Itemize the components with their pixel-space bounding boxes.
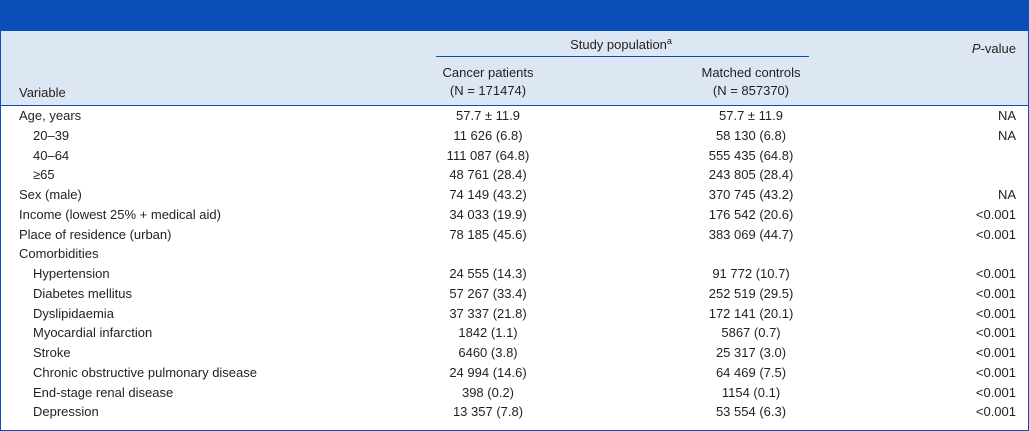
cancer-cell: 78 185 (45.6) [449,226,527,242]
controls-cell: 1154 (0.1) [721,384,781,400]
sub-row-label: Chronic obstructive pulmonary disease [33,364,257,380]
cancer-cell: 34 033 (19.9) [449,206,527,222]
cancer-cell: 48 761 (28.4) [449,167,527,183]
variable-header: Variable [19,85,66,100]
row-label: Place of residence (urban) [19,226,172,242]
sub-row-label: Myocardial infarction [33,325,153,341]
p-value-cell: <0.001 [975,325,1016,341]
controls-cell: 555 435 (64.8) [708,147,794,163]
controls-cell: 176 542 (20.6) [708,206,794,222]
group-rule [436,56,809,57]
p-value-cell: <0.001 [975,364,1016,380]
controls-cell: 53 554 (6.3) [715,404,787,420]
column-header: Matched controls [701,65,801,80]
row-label: Sex (male) [19,187,82,202]
controls-cell: 5867 (0.7) [721,325,781,341]
cancer-cell: 1842 (1.1) [458,325,518,341]
sub-row-label: Depression [33,404,99,420]
controls-cell: 243 805 (28.4) [708,167,794,183]
controls-cell: 370 745 (43.2) [708,187,794,202]
title-bar [1,1,1028,31]
sub-row-label: 40–64 [33,147,70,163]
p-value-cell: <0.001 [975,305,1016,321]
cancer-cell: 6460 (3.8) [458,345,518,360]
row-label: Comorbidities [19,246,99,262]
p-value-cell: <0.001 [975,206,1016,222]
column-header: Cancer patients [442,65,534,80]
p-letter: P [971,41,981,56]
p-value-header: P-value [972,41,1016,57]
footnote-mark: a [666,36,672,46]
p-value-cell: <0.001 [975,226,1016,242]
cancer-cell: 398 (0.2) [461,384,515,400]
p-value-cell: <0.001 [975,285,1016,301]
p-value-cell: <0.001 [975,266,1016,281]
p-rest: -value [980,41,1016,56]
row-label: Age, years [19,108,82,123]
header-background [1,31,1028,106]
controls-cell: 172 141 (20.1) [708,305,794,321]
controls-cell: 25 317 (3.0) [715,345,787,360]
row-label: Income (lowest 25% + medical aid) [19,206,221,222]
cancer-cell: 74 149 (43.2) [449,187,527,202]
controls-cell: 57.7 ± 11.9 [719,108,783,123]
sub-row-label: End-stage renal disease [33,384,174,400]
p-value-cell: NA [997,187,1016,202]
sub-row-label: Dyslipidaemia [33,305,114,321]
cancer-cell: 57 267 (33.4) [449,285,527,301]
p-value-cell: <0.001 [975,345,1016,360]
cancer-cell: 13 357 (7.8) [452,404,524,420]
p-value-cell: NA [997,127,1016,143]
p-value-cell: <0.001 [975,384,1016,400]
p-value-cell: NA [997,108,1016,123]
sub-row-label: Diabetes mellitus [33,285,132,301]
column-n: (N = 857370) [712,83,790,98]
controls-cell: 383 069 (44.7) [708,226,794,242]
controls-cell: 252 519 (29.5) [708,285,794,301]
sub-row-label: 20–39 [33,127,70,143]
group-header: Study populationa [570,37,672,53]
cancer-cell: 57.7 ± 11.9 [456,108,520,123]
cancer-cell: 11 626 (6.8) [453,127,523,143]
column-n: (N = 171474) [449,83,527,98]
controls-cell: 64 469 (7.5) [715,364,787,380]
cancer-cell: 37 337 (21.8) [449,305,527,321]
p-value-cell: <0.001 [975,404,1016,420]
controls-cell: 58 130 (6.8) [715,127,787,143]
sub-row-label: Stroke [33,345,71,360]
controls-cell: 91 772 (10.7) [712,266,790,281]
group-header-text: Study population [570,37,667,52]
cancer-cell: 24 994 (14.6) [449,364,527,380]
cancer-cell: 24 555 (14.3) [449,266,527,281]
cancer-cell: 111 087 (64.8) [446,147,530,163]
sub-row-label: Hypertension [33,266,110,281]
sub-row-label: ≥65 [33,167,55,183]
